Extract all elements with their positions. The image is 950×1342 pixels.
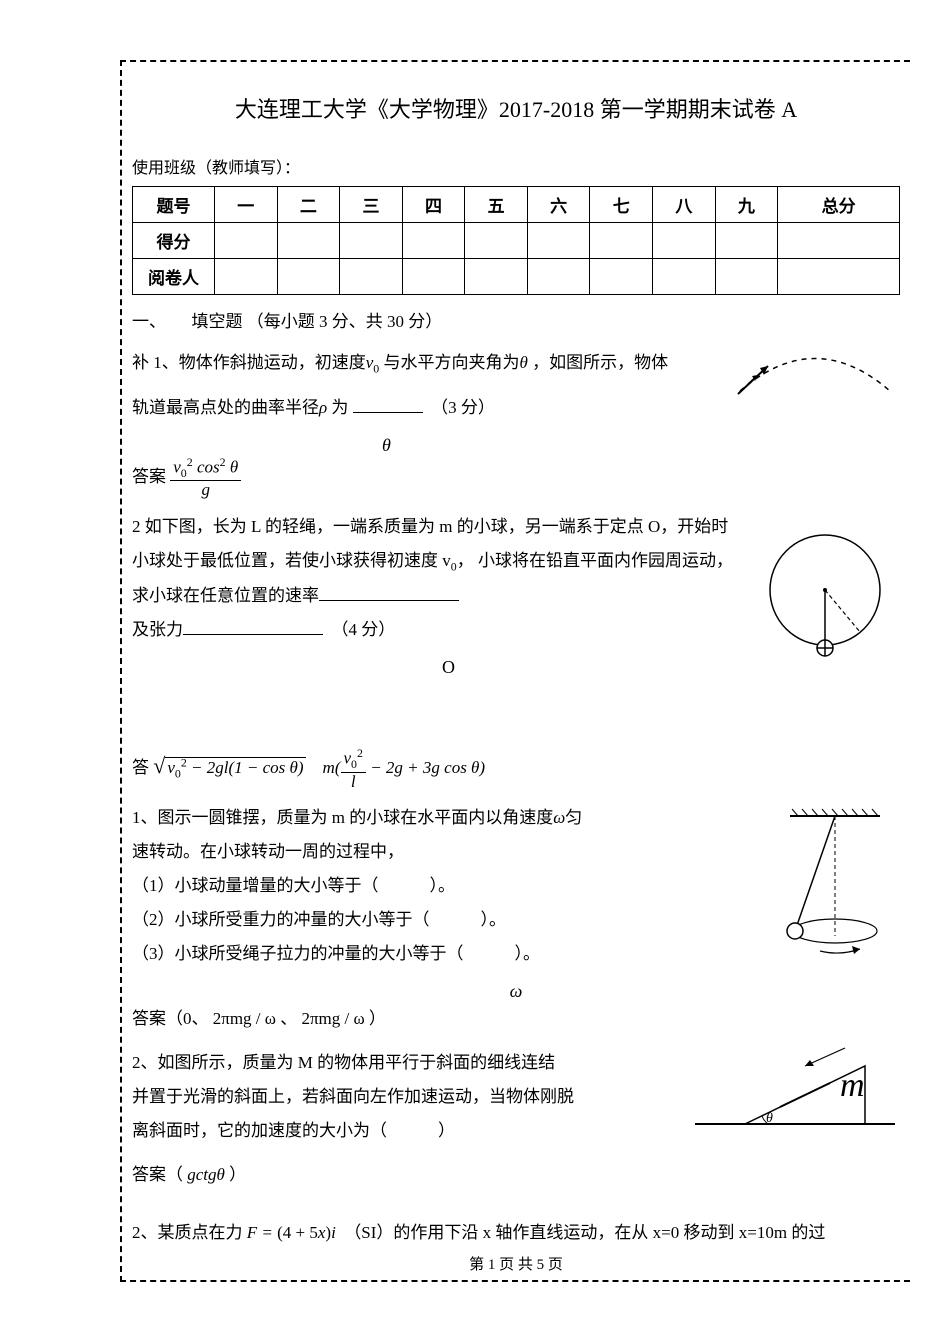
- col-header: 题号: [133, 187, 215, 223]
- svg-text:m: m: [840, 1067, 865, 1104]
- col-header: 六: [527, 187, 590, 223]
- blank-field: [319, 583, 459, 602]
- score-table: 题号一二三四五六七八九总分 得分 阅卷人: [132, 186, 900, 295]
- row-header: 阅卷人: [133, 259, 215, 295]
- text: （2）小球所受重力的冲量的大小等于（ ）。: [132, 910, 506, 929]
- col-header: 七: [590, 187, 653, 223]
- text: （4 分）: [340, 620, 395, 639]
- answer-label: 答: [132, 758, 149, 777]
- answer-1: 答案（0、 2πmg / ω 、 2πmg / ω ）: [132, 1002, 900, 1036]
- circle-figure: [750, 520, 900, 685]
- exam-title: 大连理工大学《大学物理》2017-2018 第一学期期末试卷 A: [132, 92, 900, 124]
- text: （3 分）: [440, 398, 495, 417]
- question-3: 2、某质点在力 F = (4 + 5x)i （SI）的作用下沿 x 轴作直线运动…: [132, 1216, 900, 1250]
- table-row: 阅卷人: [133, 259, 900, 295]
- col-header: 四: [402, 187, 465, 223]
- answer-supp1: 答案 v02 cos2 θg: [132, 456, 900, 500]
- text: （SI）的作用下沿 x 轴作直线运动，在从 x=0 移动到 x=10m 的过: [344, 1223, 825, 1242]
- text: 及张力: [132, 620, 183, 639]
- text: 与水平方向夹角为: [384, 353, 520, 372]
- projectile-figure: [730, 346, 900, 411]
- col-header: 一: [215, 187, 278, 223]
- text: （1）小球动量增量的大小等于（ ）。: [132, 876, 455, 895]
- text: 轨道最高点处的曲率半径: [132, 398, 319, 417]
- text: 1、图示一圆锥摆，质量为 m 的小球在水平面内以角速度: [132, 808, 553, 827]
- text: 答案（: [132, 1165, 187, 1184]
- answer-label: 答案: [132, 467, 166, 486]
- blank-field: [353, 395, 423, 414]
- table-row: 得分: [133, 223, 900, 259]
- text: 2、如图所示，质量为 M 的物体用平行于斜面的细线连结: [132, 1053, 555, 1072]
- col-header: 五: [465, 187, 528, 223]
- col-header: 总分: [778, 187, 900, 223]
- text: ， 小球将在铅直平面内作园周运动，: [457, 551, 733, 570]
- blank-field: [183, 617, 323, 636]
- row-header: 得分: [133, 223, 215, 259]
- section-heading: 一、 填空题 （每小题 3 分、共 30 分）: [132, 307, 900, 332]
- answer-2: 答案（ gctgθ ）: [132, 1158, 900, 1192]
- text: 为: [327, 398, 353, 417]
- table-row: 题号一二三四五六七八九总分: [133, 187, 900, 223]
- text: 速转动。在小球转动一周的过程中，: [132, 842, 404, 861]
- text: 补 1、物体作斜抛运动，初速度: [132, 353, 366, 372]
- col-header: 二: [277, 187, 340, 223]
- page-footer: 第 1 页 共 5 页: [122, 1253, 910, 1274]
- col-header: 三: [340, 187, 403, 223]
- pendulum-figure: [750, 801, 900, 976]
- text: ，如图所示，物体: [532, 353, 668, 372]
- text: ）: [225, 1165, 246, 1184]
- theta-symbol: θ: [382, 435, 900, 456]
- class-line: 使用班级（教师填写）：: [132, 154, 900, 178]
- col-header: 八: [653, 187, 716, 223]
- text: 匀: [565, 808, 582, 827]
- col-header: 九: [715, 187, 778, 223]
- incline-figure: m θ: [690, 1046, 900, 1141]
- text: 求小球在任意位置的速率: [132, 586, 319, 605]
- text: （3）小球所受绳子拉力的冲量的大小等于（ ）。: [132, 944, 540, 963]
- omega-symbol: ω: [132, 981, 900, 1002]
- text: 2、某质点在力: [132, 1223, 243, 1242]
- answer-supp2: 答 √v02 − 2gl(1 − cos θ) m(v02l − 2g + 3g…: [132, 744, 900, 791]
- text: 离斜面时，它的加速度的大小为（ ）: [132, 1121, 455, 1140]
- text: 并置于光滑的斜面上，若斜面向左作加速运动，当物体刚脱: [132, 1087, 574, 1106]
